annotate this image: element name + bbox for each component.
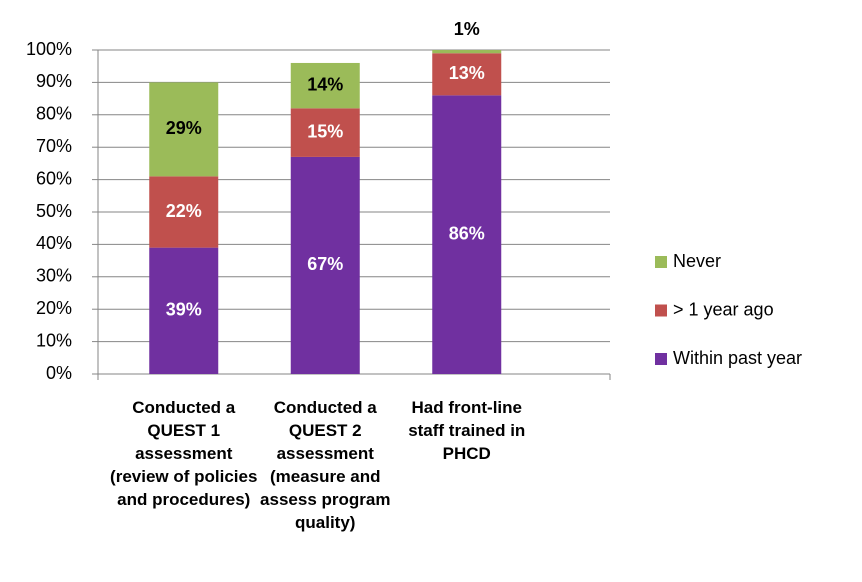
y-tick-label: 80% [36,104,72,124]
legend-swatch [655,353,667,365]
bar-segment [290,156,360,374]
legend-label: Within past year [673,348,802,368]
data-label: 86% [449,223,485,243]
legend-label: Never [673,251,721,271]
data-label: 13% [449,63,485,83]
data-label: 29% [166,118,202,138]
y-tick-label: 70% [36,136,72,156]
y-tick-label: 60% [36,168,72,188]
y-tick-label: 100% [26,39,72,59]
legend-label: > 1 year ago [673,299,774,319]
legend-swatch [655,256,667,268]
bar-segment [149,82,219,177]
y-tick-label: 20% [36,298,72,318]
y-tick-label: 40% [36,233,72,253]
bar-segment [290,108,360,157]
bar-segment [432,53,502,96]
y-tick-label: 90% [36,71,72,91]
bar-segment [149,176,219,248]
bar-segment [149,247,219,374]
x-tick-label: Conducted a QUEST 1 assessment (review o… [110,398,258,509]
y-tick-label: 50% [36,201,72,221]
data-label: 14% [307,74,343,94]
bar-segment [432,50,502,54]
y-tick-label: 0% [46,363,72,383]
bar-segment [432,95,502,375]
data-label: 22% [166,201,202,221]
x-tick-label: Conducted a QUEST 2 assessment (measure … [260,398,391,532]
y-tick-label: 10% [36,330,72,350]
bar-segment [290,62,360,109]
x-tick-label: Had front-line staff trained in PHCD [408,398,526,463]
data-label: 67% [307,254,343,274]
legend-swatch [655,304,667,317]
data-label: 15% [307,121,343,141]
data-label: 1% [454,19,480,39]
data-label: 39% [166,300,202,320]
y-tick-label: 30% [36,266,72,286]
